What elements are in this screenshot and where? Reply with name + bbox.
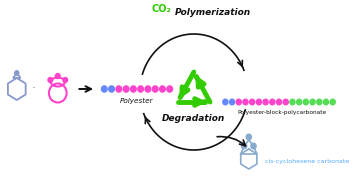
Circle shape [276, 98, 282, 105]
Circle shape [48, 77, 53, 83]
Circle shape [249, 98, 256, 105]
Circle shape [63, 77, 68, 83]
Circle shape [130, 85, 137, 93]
Circle shape [262, 98, 269, 105]
Circle shape [330, 98, 336, 105]
Text: Degradation: Degradation [162, 114, 226, 123]
Circle shape [137, 85, 144, 93]
Circle shape [15, 71, 19, 75]
Circle shape [303, 98, 309, 105]
Circle shape [242, 143, 247, 149]
Circle shape [289, 98, 296, 105]
Circle shape [152, 85, 159, 93]
Circle shape [56, 74, 60, 78]
Circle shape [309, 98, 316, 105]
Text: CO₂: CO₂ [152, 4, 171, 14]
Text: Polyester-block-polycarbonate: Polyester-block-polycarbonate [238, 110, 327, 115]
Text: cis-cyclohexene carbonate: cis-cyclohexene carbonate [265, 159, 349, 163]
Circle shape [235, 98, 242, 105]
Circle shape [316, 98, 322, 105]
Circle shape [159, 85, 166, 93]
Circle shape [222, 98, 229, 105]
Circle shape [269, 98, 275, 105]
Text: Polymerization: Polymerization [174, 8, 251, 17]
Circle shape [229, 98, 235, 105]
Circle shape [336, 98, 343, 105]
Circle shape [115, 85, 122, 93]
Circle shape [242, 98, 249, 105]
Circle shape [166, 85, 173, 93]
Text: Polyester: Polyester [120, 98, 154, 104]
Circle shape [323, 98, 329, 105]
Circle shape [122, 85, 130, 93]
Circle shape [296, 98, 303, 105]
Circle shape [251, 143, 256, 149]
Circle shape [256, 98, 262, 105]
Circle shape [101, 85, 108, 93]
Circle shape [246, 134, 251, 140]
Text: ·: · [31, 83, 35, 95]
Circle shape [282, 98, 289, 105]
Circle shape [144, 85, 151, 93]
Circle shape [108, 85, 115, 93]
